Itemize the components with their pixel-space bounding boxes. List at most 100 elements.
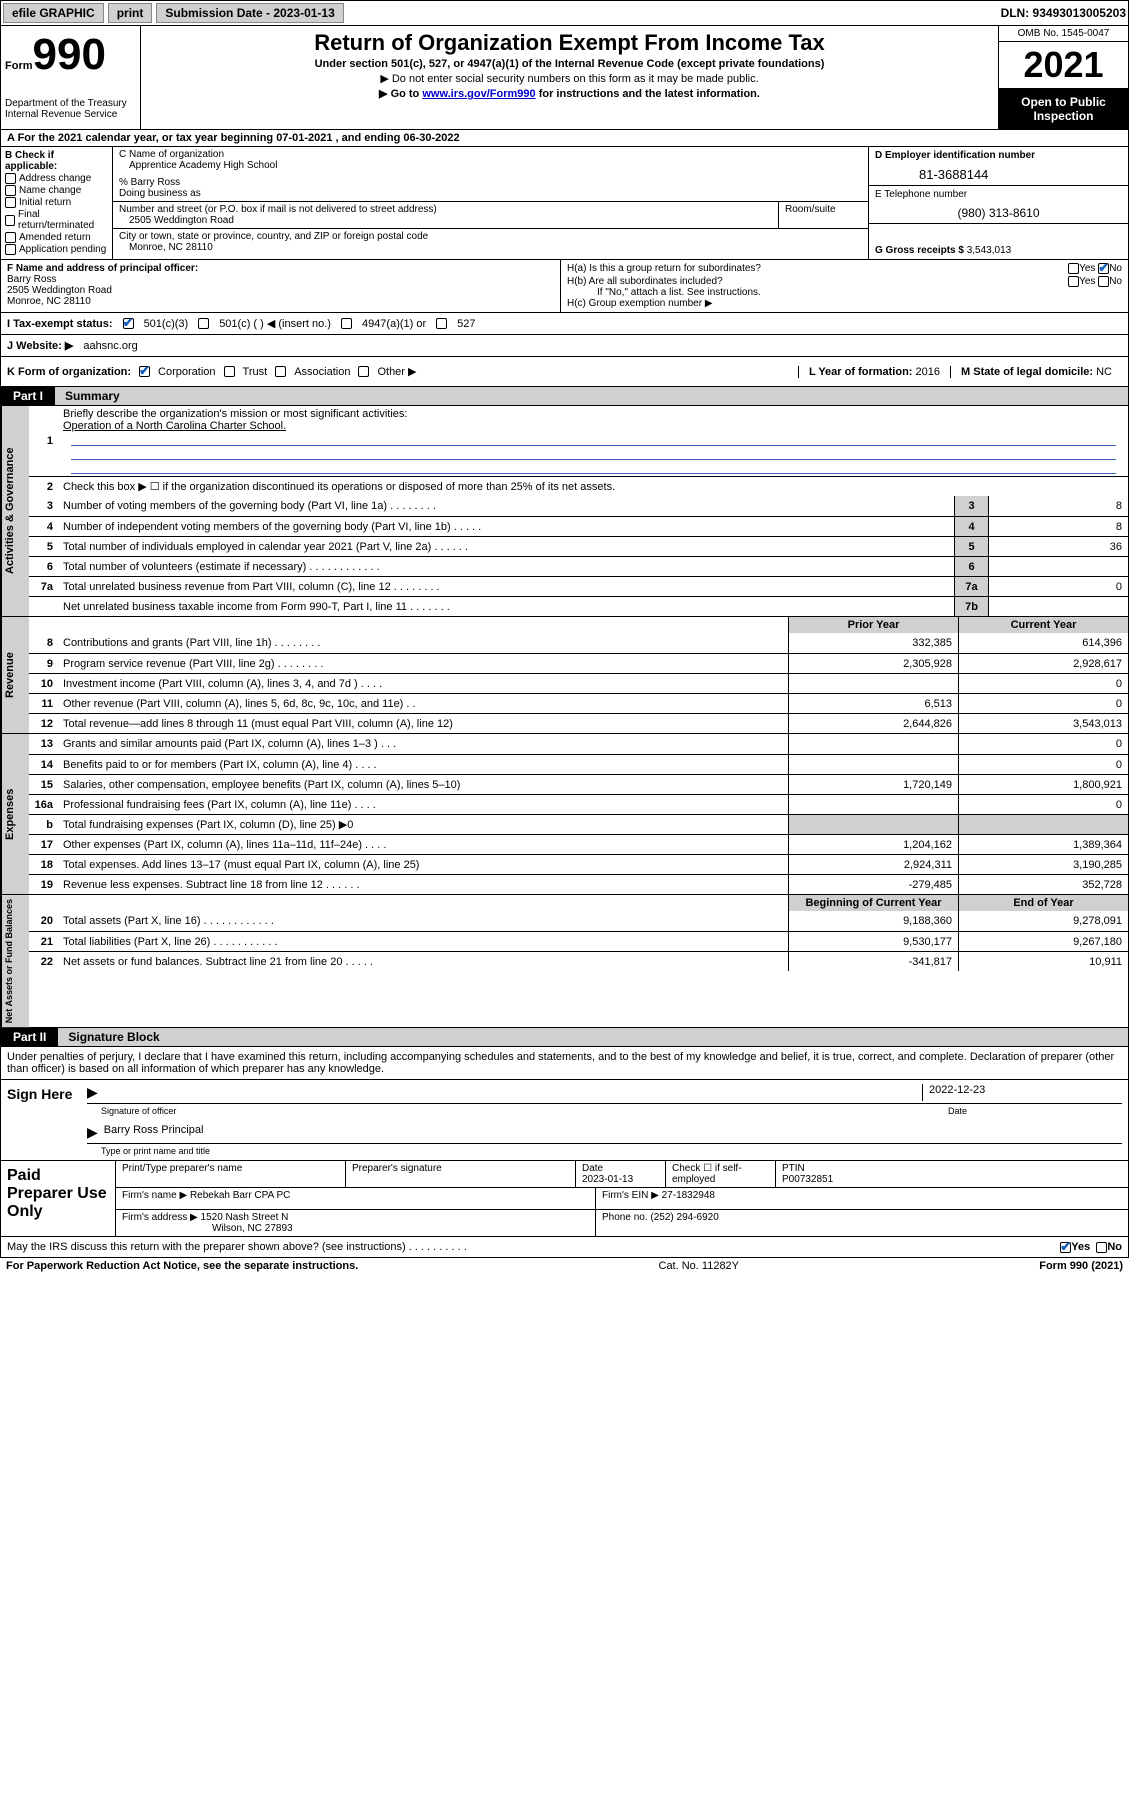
summary-line: 20Total assets (Part X, line 16) . . . .… xyxy=(29,911,1128,931)
chk-other[interactable] xyxy=(358,366,369,377)
chk-app-pending[interactable] xyxy=(5,244,16,255)
part1-label: Part I xyxy=(1,387,55,405)
signature-block: Under penalties of perjury, I declare th… xyxy=(0,1047,1129,1161)
firm-phone-label: Phone no. xyxy=(602,1212,648,1223)
summary-line: 17Other expenses (Part IX, column (A), l… xyxy=(29,834,1128,854)
print-button[interactable]: print xyxy=(108,3,153,23)
hdr-current-year: Current Year xyxy=(958,617,1128,633)
firm-name: Rebekah Barr CPA PC xyxy=(190,1190,290,1201)
firm-phone: (252) 294-6920 xyxy=(650,1212,718,1223)
preparer-name-label: Print/Type preparer's name xyxy=(116,1161,346,1187)
phone-label: E Telephone number xyxy=(869,186,1128,203)
form-title: Return of Organization Exempt From Incom… xyxy=(145,30,994,56)
summary-line: 11Other revenue (Part VIII, column (A), … xyxy=(29,693,1128,713)
hb-no[interactable] xyxy=(1098,276,1109,287)
footer-form: Form 990 (2021) xyxy=(1039,1260,1123,1272)
form-word: Form xyxy=(5,60,33,72)
org-city: Monroe, NC 28110 xyxy=(119,242,862,253)
hdr-begin-year: Beginning of Current Year xyxy=(788,895,958,911)
dln: DLN: 93493013005203 xyxy=(1001,6,1126,20)
l-label: L Year of formation: xyxy=(809,366,913,378)
j-label: J Website: ▶ xyxy=(7,339,73,352)
declaration-text: Under penalties of perjury, I declare th… xyxy=(1,1047,1128,1079)
summary-line: 8Contributions and grants (Part VIII, li… xyxy=(29,633,1128,653)
arrow-icon: ▶ xyxy=(87,1084,98,1101)
hdr-end-year: End of Year xyxy=(958,895,1128,911)
i-label: I Tax-exempt status: xyxy=(7,318,113,330)
chk-4947[interactable] xyxy=(341,318,352,329)
sig-date: 2022-12-23 xyxy=(922,1084,1122,1101)
arrow-icon: ▶ xyxy=(87,1124,98,1141)
top-bar: efile GRAPHIC print Submission Date - 20… xyxy=(0,0,1129,26)
firm-addr2: Wilson, NC 27893 xyxy=(122,1223,293,1234)
hc-label: H(c) Group exemption number ▶ xyxy=(567,298,1122,309)
col-b-label: B Check if applicable: xyxy=(5,150,108,172)
ptin-value: P00732851 xyxy=(782,1174,833,1185)
chk-address-change[interactable] xyxy=(5,173,16,184)
chk-amended[interactable] xyxy=(5,232,16,243)
hb-label: H(b) Are all subordinates included? xyxy=(567,276,1068,287)
f-addr1: 2505 Weddington Road xyxy=(7,285,112,296)
efile-label: efile GRAPHIC xyxy=(3,3,104,23)
summary-line: 7aTotal unrelated business revenue from … xyxy=(29,576,1128,596)
summary-line: 18Total expenses. Add lines 13–17 (must … xyxy=(29,854,1128,874)
ein-label: D Employer identification number xyxy=(875,150,1035,161)
f-label: F Name and address of principal officer: xyxy=(7,263,198,274)
chk-501c[interactable] xyxy=(198,318,209,329)
chk-trust[interactable] xyxy=(224,366,235,377)
summary-line: 10Investment income (Part VIII, column (… xyxy=(29,673,1128,693)
submission-date: Submission Date - 2023-01-13 xyxy=(156,3,343,23)
k-label: K Form of organization: xyxy=(7,366,131,378)
chk-final-return[interactable] xyxy=(5,215,15,226)
open-inspection: Open to Public Inspection xyxy=(999,89,1128,129)
sig-officer-label: Signature of officer xyxy=(81,1106,928,1120)
hdr-prior-year: Prior Year xyxy=(788,617,958,633)
col-d-ein-phone: D Employer identification number 81-3688… xyxy=(868,147,1128,259)
room-suite-label: Room/suite xyxy=(778,202,868,229)
date-label: Date xyxy=(928,1106,1128,1120)
chk-corp[interactable] xyxy=(139,366,150,377)
irs-discuss-no[interactable] xyxy=(1096,1242,1107,1253)
part2-title: Signature Block xyxy=(58,1028,169,1046)
line2-text: Check this box ▶ ☐ if the organization d… xyxy=(59,478,1128,495)
sign-here-label: Sign Here xyxy=(1,1080,81,1160)
chk-initial-return[interactable] xyxy=(5,197,16,208)
summary-line: 22Net assets or fund balances. Subtract … xyxy=(29,951,1128,971)
chk-501c3[interactable] xyxy=(123,318,134,329)
summary-line: 16aProfessional fundraising fees (Part I… xyxy=(29,794,1128,814)
chk-527[interactable] xyxy=(436,318,447,329)
section-governance: Activities & Governance 1 Briefly descri… xyxy=(0,406,1129,617)
hb-yes[interactable] xyxy=(1068,276,1079,287)
summary-line: 21Total liabilities (Part X, line 26) . … xyxy=(29,931,1128,951)
firm-ein: 27-1832948 xyxy=(662,1190,715,1201)
form-number: 990 xyxy=(33,30,106,79)
ptin-label: PTIN xyxy=(782,1163,805,1174)
side-net: Net Assets or Fund Balances xyxy=(1,895,29,1027)
irs-discuss-yes[interactable] xyxy=(1060,1242,1071,1253)
website-value: aahsnc.org xyxy=(83,340,137,352)
m-value: NC xyxy=(1096,366,1112,378)
chk-name-change[interactable] xyxy=(5,185,16,196)
phone-value: (980) 313-8610 xyxy=(869,203,1128,224)
ha-no[interactable] xyxy=(1098,263,1109,274)
section-revenue: Revenue Prior Year Current Year 8Contrib… xyxy=(0,617,1129,734)
org-address: 2505 Weddington Road xyxy=(119,215,772,226)
may-irs-text: May the IRS discuss this return with the… xyxy=(7,1241,1060,1253)
org-name: Apprentice Academy High School xyxy=(119,160,862,171)
care-of: % Barry Ross xyxy=(119,177,862,188)
summary-line: 5Total number of individuals employed in… xyxy=(29,536,1128,556)
chk-assoc[interactable] xyxy=(275,366,286,377)
hb-note: If "No," attach a list. See instructions… xyxy=(567,287,1122,298)
omb-number: OMB No. 1545-0047 xyxy=(999,26,1128,42)
ha-yes[interactable] xyxy=(1068,263,1079,274)
part2-header: Part II Signature Block xyxy=(0,1028,1129,1047)
mission-text: Operation of a North Carolina Charter Sc… xyxy=(63,420,286,432)
gross-receipts-label: G Gross receipts $ xyxy=(875,245,964,256)
block-bcd: B Check if applicable: Address change Na… xyxy=(0,146,1129,259)
paid-preparer-label: Paid Preparer Use Only xyxy=(1,1161,116,1236)
footer: For Paperwork Reduction Act Notice, see … xyxy=(0,1258,1129,1274)
f-name: Barry Ross xyxy=(7,274,56,285)
summary-line: bTotal fundraising expenses (Part IX, co… xyxy=(29,814,1128,834)
fgh-block: F Name and address of principal officer:… xyxy=(0,259,1129,312)
irs-link[interactable]: www.irs.gov/Form990 xyxy=(422,88,535,100)
